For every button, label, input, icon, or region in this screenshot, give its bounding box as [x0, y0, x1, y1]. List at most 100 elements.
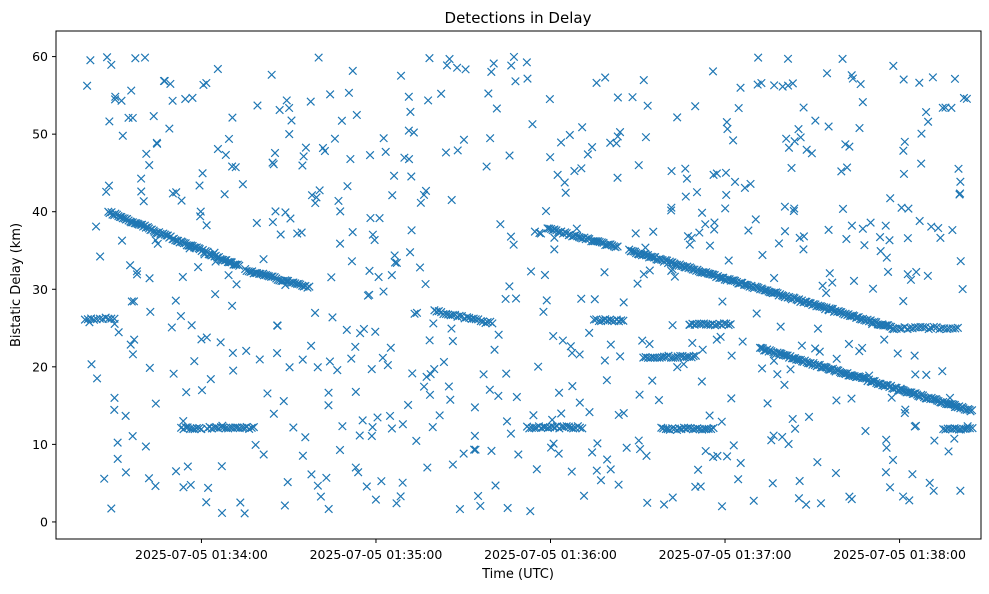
data-point-marker	[619, 408, 628, 418]
data-point-marker	[202, 221, 211, 230]
data-point-marker	[900, 137, 910, 147]
data-point-marker	[811, 116, 820, 125]
data-point-marker	[612, 139, 621, 148]
y-tick-label: 50	[32, 127, 48, 142]
data-point-marker	[441, 148, 451, 157]
data-point-marker	[176, 311, 186, 321]
data-point-marker	[358, 416, 367, 425]
data-point-marker	[780, 202, 790, 211]
data-point-marker	[639, 75, 648, 85]
x-axis-label: Time (UTC)	[481, 567, 554, 582]
data-point-marker	[547, 415, 557, 425]
data-point-marker	[622, 443, 631, 452]
data-point-marker	[790, 424, 800, 433]
data-point-marker	[146, 307, 155, 317]
data-point-marker	[425, 53, 434, 63]
data-point-marker	[426, 369, 435, 379]
data-point-marker	[783, 54, 793, 64]
data-point-marker	[554, 449, 563, 458]
data-point-marker	[541, 206, 551, 216]
data-point-marker	[348, 227, 357, 237]
data-point-marker	[336, 207, 345, 216]
data-point-marker	[899, 146, 908, 155]
plot-frame	[55, 30, 982, 540]
data-point-marker	[641, 132, 651, 142]
data-point-marker	[425, 390, 435, 400]
data-point-marker	[179, 416, 188, 426]
data-point-marker	[948, 225, 957, 235]
data-point-marker	[313, 481, 323, 490]
data-point-marker	[283, 477, 292, 487]
data-point-marker	[386, 343, 396, 352]
data-point-marker	[375, 213, 384, 223]
data-point-marker	[645, 339, 654, 349]
data-point-marker	[757, 364, 767, 373]
data-point-marker	[259, 254, 268, 264]
data-point-marker	[956, 486, 965, 495]
x-tick-label: 2025-07-05 01:37:00	[659, 547, 792, 562]
data-point-marker	[91, 222, 101, 231]
data-point-marker	[881, 221, 890, 230]
data-point-marker	[648, 376, 657, 385]
data-point-marker	[876, 246, 885, 256]
data-point-marker	[720, 204, 730, 213]
data-point-marker	[722, 117, 732, 127]
data-point-marker	[284, 103, 294, 113]
data-point-marker	[648, 252, 657, 262]
data-point-marker	[899, 169, 909, 179]
data-point-marker	[82, 81, 92, 90]
data-point-marker	[171, 467, 181, 476]
data-point-marker	[710, 321, 720, 330]
data-point-marker	[491, 481, 500, 490]
data-point-marker	[575, 350, 584, 359]
data-point-marker	[509, 240, 518, 249]
data-point-marker	[545, 94, 555, 104]
data-point-marker	[867, 319, 877, 329]
data-point-marker	[153, 239, 163, 249]
data-point-marker	[512, 392, 522, 402]
data-point-marker	[129, 297, 139, 306]
data-point-marker	[286, 214, 295, 223]
data-point-marker	[327, 273, 336, 282]
data-point-marker	[922, 370, 931, 380]
data-point-marker	[905, 496, 914, 505]
data-point-marker	[232, 280, 241, 289]
data-point-marker	[667, 166, 676, 176]
data-point-marker	[291, 279, 300, 288]
data-point-marker	[217, 461, 227, 471]
data-point-marker	[543, 423, 553, 433]
data-point-marker	[169, 369, 178, 378]
data-point-marker	[269, 160, 278, 169]
data-point-marker	[389, 171, 399, 180]
data-point-marker	[579, 491, 589, 501]
data-point-marker	[396, 492, 405, 501]
data-point-marker	[392, 258, 402, 268]
data-point-marker	[423, 96, 433, 105]
data-point-marker	[667, 203, 676, 212]
data-point-marker	[828, 278, 837, 287]
data-point-marker	[634, 160, 643, 170]
data-point-marker	[270, 148, 280, 158]
data-point-marker	[593, 439, 602, 448]
data-point-marker	[423, 463, 432, 472]
data-point-marker	[390, 251, 399, 260]
data-point-marker	[577, 164, 586, 173]
data-point-marker	[267, 70, 276, 80]
data-point-marker	[847, 394, 856, 403]
data-point-marker	[473, 491, 483, 501]
data-point-marker	[613, 132, 623, 141]
data-point-marker	[347, 257, 357, 266]
data-point-marker	[667, 266, 676, 276]
data-point-marker	[746, 179, 755, 189]
data-point-marker	[503, 503, 512, 513]
data-point-marker	[712, 335, 722, 344]
data-point-marker	[679, 423, 689, 432]
data-point-marker	[849, 276, 859, 286]
data-point-marker	[381, 147, 390, 157]
data-point-marker	[600, 73, 610, 82]
data-point-marker	[298, 451, 308, 460]
data-point-marker	[223, 257, 233, 267]
data-point-marker	[128, 431, 137, 441]
data-point-marker	[307, 190, 317, 200]
data-point-marker	[693, 424, 702, 433]
